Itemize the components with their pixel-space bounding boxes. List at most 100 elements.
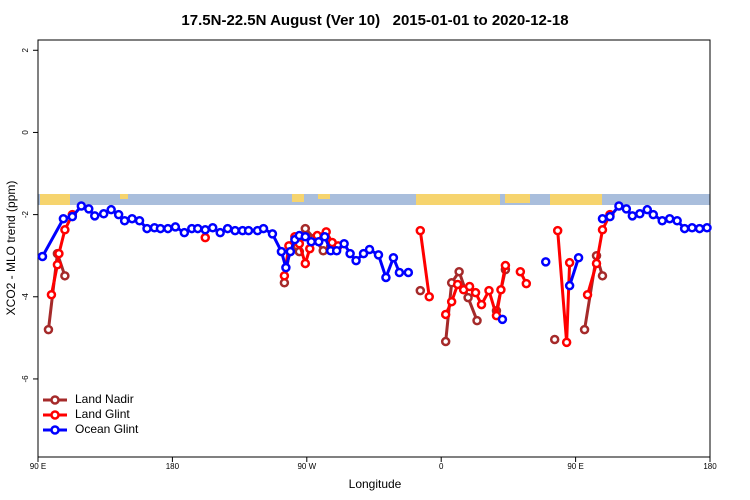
data-point: [134, 216, 145, 226]
data-point: [679, 223, 690, 234]
data-point: [155, 223, 166, 234]
data-point: [446, 296, 457, 307]
data-point: [127, 213, 137, 224]
data-point: [672, 216, 682, 226]
data-point: [279, 271, 290, 281]
data-point: [258, 223, 269, 234]
data-point: [454, 266, 464, 277]
data-point: [113, 209, 124, 220]
legend-item: Ocean Glint: [43, 422, 139, 436]
data-point: [207, 223, 218, 233]
series: [37, 201, 712, 325]
data-point: [364, 244, 375, 255]
data-point: [388, 252, 399, 263]
data-point: [358, 248, 369, 259]
data-point: [597, 213, 608, 224]
data-point: [319, 232, 330, 242]
data-point: [37, 251, 48, 262]
land-strip: [550, 194, 602, 205]
legend-item: Land Glint: [43, 407, 130, 421]
data-point: [552, 225, 563, 236]
legend-marker: [50, 410, 60, 420]
data-point: [500, 260, 511, 271]
data-point: [496, 285, 506, 295]
data-point: [67, 211, 78, 222]
data-point: [300, 223, 311, 234]
x-tick-label: 90 E: [567, 462, 583, 471]
data-point: [267, 229, 278, 239]
chart-title: 17.5N-22.5N August (Ver 10) 2015-01-01 t…: [181, 12, 568, 29]
data-point: [564, 257, 575, 268]
land-strip: [318, 194, 330, 199]
data-point: [300, 232, 311, 242]
data-point: [89, 211, 100, 221]
data-point: [119, 216, 130, 226]
data-point: [627, 211, 638, 221]
y-tick-label: -6: [21, 375, 30, 383]
data-point: [597, 225, 608, 235]
data-point: [394, 267, 405, 278]
data-point: [614, 201, 624, 211]
x-tick-label: 90 E: [30, 462, 46, 471]
data-point: [515, 266, 526, 277]
data-point: [687, 223, 697, 233]
data-point: [170, 222, 181, 232]
data-point: [54, 248, 64, 259]
data-point: [276, 246, 287, 257]
data-point: [179, 227, 190, 238]
x-tick-label: 90 W: [297, 462, 316, 471]
data-point: [142, 223, 152, 234]
series-line: [418, 230, 431, 297]
data-point: [540, 257, 551, 267]
series-line: [568, 257, 581, 287]
land-strip: [505, 194, 530, 203]
x-axis-label: Longitude: [349, 477, 402, 491]
land-strip: [120, 194, 128, 199]
legend-marker: [50, 395, 60, 405]
data-point: [403, 267, 414, 278]
data-point: [464, 281, 475, 292]
data-point: [300, 258, 311, 269]
y-axis-label: XCO2 - MLO trend (ppm): [4, 181, 18, 316]
data-point: [470, 287, 481, 298]
data-point: [648, 209, 659, 220]
data-point: [582, 289, 593, 300]
x-tick-label: 180: [166, 462, 180, 471]
data-point: [549, 334, 560, 345]
data-point: [605, 211, 615, 222]
data-point: [702, 223, 712, 233]
plot-frame: [37, 39, 711, 458]
data-point: [345, 248, 355, 259]
data-point: [84, 204, 94, 214]
data-point: [476, 299, 487, 310]
data-point: [46, 289, 57, 300]
data-point: [313, 236, 324, 247]
land-strip: [40, 194, 70, 205]
y-tick-label: -4: [21, 293, 30, 301]
data-point: [60, 225, 70, 235]
data-point: [664, 213, 675, 224]
series-line: [586, 213, 612, 296]
y-tick-label: 2: [21, 47, 30, 52]
data-point: [331, 246, 342, 256]
map-strip: [38, 194, 710, 205]
data-point: [98, 209, 109, 219]
data-point: [60, 271, 70, 281]
data-point: [521, 278, 532, 289]
data-point: [52, 259, 63, 270]
data-point: [635, 209, 645, 219]
data-point: [452, 279, 463, 290]
data-point: [200, 232, 211, 243]
y-tick-label: 0: [21, 130, 30, 135]
data-point: [564, 280, 575, 291]
legend-marker: [50, 425, 60, 435]
x-tick-label: 0: [439, 462, 444, 471]
data-point: [463, 292, 473, 303]
data-point: [163, 223, 173, 234]
data-point: [591, 258, 602, 269]
data-point: [243, 225, 254, 236]
data-point: [657, 216, 667, 226]
x-tick-label: 180: [703, 462, 717, 471]
data-point: [497, 314, 508, 325]
